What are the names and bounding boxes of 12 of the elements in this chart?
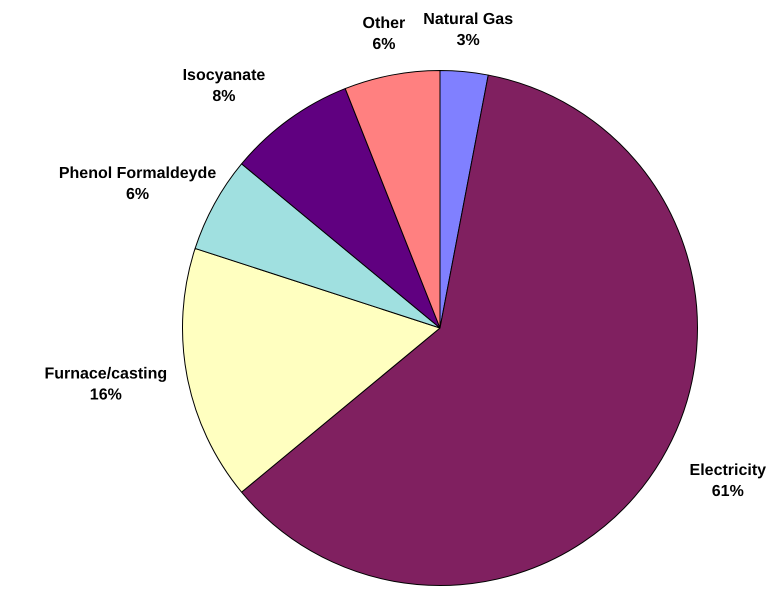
slice-label: Other — [362, 15, 406, 32]
slice-label: Phenol Formaldeyde — [58, 165, 216, 182]
data-label: 6% — [126, 186, 150, 204]
slice-label: Isocyanate — [182, 67, 266, 84]
data-label: 61% — [712, 482, 744, 500]
slice-label: Natural Gas — [423, 11, 514, 28]
data-label: 16% — [90, 386, 122, 404]
data-label: 8% — [212, 88, 236, 106]
data-label: 6% — [372, 36, 396, 54]
slice-label: Furnace/casting — [44, 366, 168, 383]
slice-label: Electricity — [690, 462, 766, 479]
data-label: 3% — [456, 32, 480, 50]
